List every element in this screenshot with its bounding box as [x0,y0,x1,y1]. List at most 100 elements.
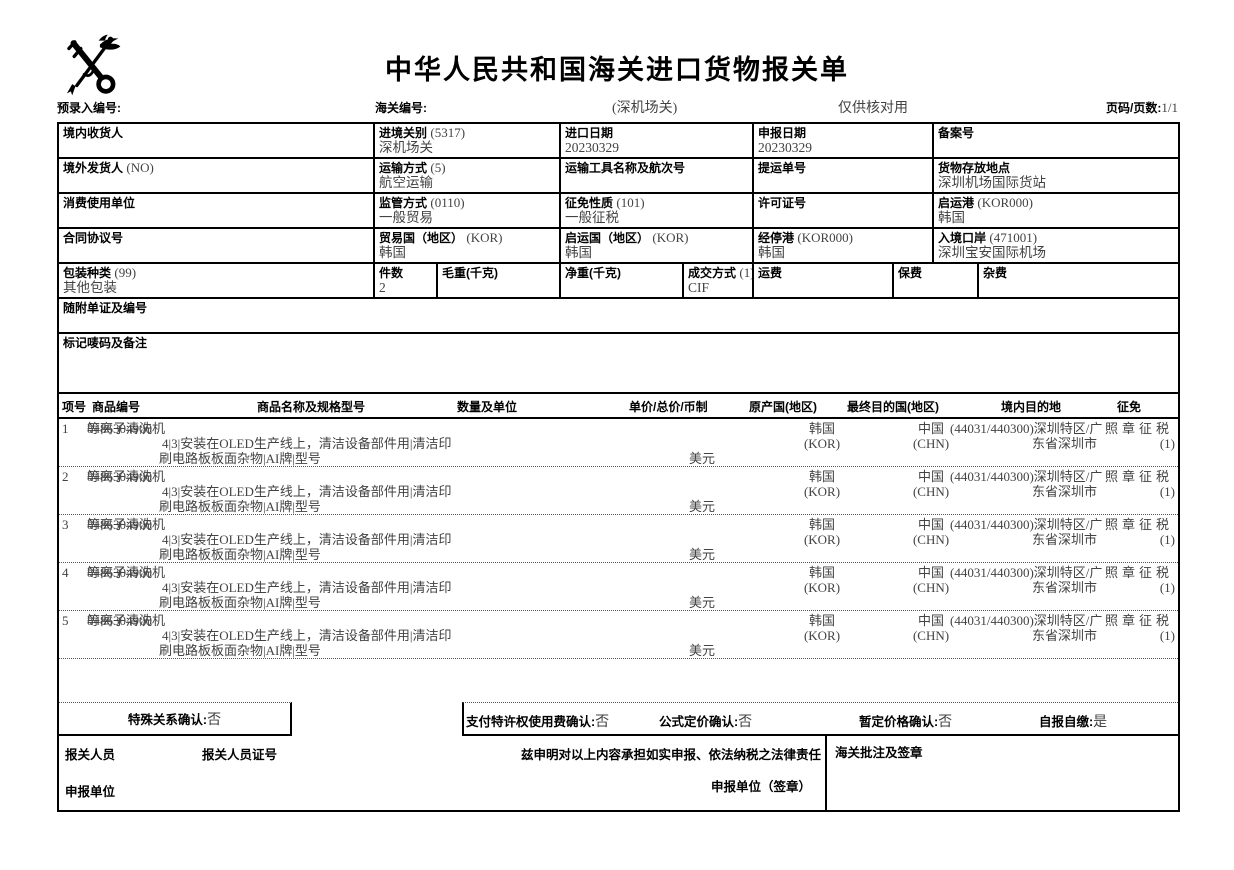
col-item-no: 项号 [62,400,87,414]
item-origin-code: (KOR) [803,532,841,547]
items-table-header: 项号 商品编号 商品名称及规格型号 数量及单位 单价/总价/币制 原产国(地区)… [59,394,1178,419]
item-levy-mode: 照章征税 [1105,469,1174,484]
field-value: 深机场关 [379,140,433,155]
field-code: (KOR000) [977,195,1033,210]
field-label: 启运国（地区） [565,231,650,245]
field-code: (5317) [430,125,466,140]
customs-office-name: (深机场关) [612,101,678,116]
field-label: 入境口岸 [938,231,987,245]
field-consumer-unit: 消费使用单位 [59,194,373,227]
field-label: 进境关别 [379,126,428,140]
field-label: 毛重(千克) [442,266,498,280]
item-origin-code: (KOR) [803,436,841,451]
form-row-4: 合同协议号 贸易国（地区） (KOR) 韩国 启运国（地区） (KOR) 韩国 … [59,229,1178,264]
item-levy-mode: 照章征税 [1105,565,1174,580]
item-dest-code: (CHN) [912,436,950,451]
field-code: (KOR000) [797,230,853,245]
item-currency: 美元 [689,547,716,562]
field-levy-nature: 征免性质 (101) 一般征税 [559,194,752,227]
item-levy-mode: 照章征税 [1105,613,1174,628]
field-label: 监管方式 [379,196,428,210]
item-levy-mode: 照章征税 [1105,421,1174,436]
item-dest-country: 中国 [917,565,944,580]
field-value: 深圳宝安国际机场 [938,245,1046,260]
item-currency: 美元 [689,451,716,466]
field-domestic-consignee: 境内收货人 [59,124,373,157]
field-package-type: 包装种类 (99) 其他包装 [59,264,373,297]
item-no: 2 [62,469,69,484]
item-hs-code: 8486304900 [87,469,152,484]
col-origin-country: 原产国(地区) [749,400,817,414]
col-levy: 征免 [1117,400,1142,414]
item-hs-code: 8486304900 [87,421,152,436]
item-levy-code: (1) [1159,484,1175,499]
field-label: 许可证号 [758,196,807,210]
item-domestic-dest-line1: (44031/440300)深圳特区/广 [950,469,1103,484]
field-bl-no: 提运单号 [752,159,932,192]
item-currency: 美元 [689,643,716,658]
field-label: 经停港 [758,231,795,245]
field-value: CIF [688,280,710,295]
item-spec-line2: 刷电路板板面杂物|AI牌|型号 [159,547,321,562]
field-label: 包装种类 [63,266,112,280]
other-confirms-box: 支付特许权使用费确认:否 公式定价确认:否 暂定价格确认:否 自报自缴:是 [462,702,1178,736]
field-code: (KOR) [466,230,503,245]
field-label: 运输方式 [379,161,428,175]
col-domestic-dest: 境内目的地 [1001,400,1062,414]
item-domestic-dest-line2: 东省深圳市 [1031,436,1097,451]
field-label: 提运单号 [758,161,807,175]
declarant-section: 报关人员 报关人员证号 申报单位 兹申明对以上内容承担如实申报、依法纳税之法律责… [59,736,825,811]
item-no: 3 [62,517,69,532]
item-dest-code: (CHN) [912,532,950,547]
declarant-cert-label: 报关人员证号 [202,748,278,762]
confirm-value: 是 [1093,715,1108,730]
item-currency: 美元 [689,499,716,514]
item-no: 4 [62,565,69,580]
item-spec-line2: 刷电路板板面杂物|AI牌|型号 [159,643,321,658]
items-empty-space [59,659,1178,702]
field-label: 件数 [379,266,404,280]
form-row-3: 消费使用单位 监管方式 (0110) 一般贸易 征免性质 (101) 一般征税 … [59,194,1178,229]
field-attached-docs: 随附单证及编号 [59,299,1178,334]
item-origin-country: 韩国 [808,613,835,628]
item-spec-line2: 刷电路板板面杂物|AI牌|型号 [159,499,321,514]
item-origin-country: 韩国 [808,421,835,436]
field-label: 杂费 [983,266,1008,280]
col-hs-code: 商品编号 [92,400,141,414]
item-hs-code: 8486304900 [87,517,152,532]
confirm-value: 否 [595,715,610,730]
field-code: (0110) [430,195,465,210]
confirm-value: 否 [738,715,753,730]
item-origin-country: 韩国 [808,469,835,484]
item-dest-country: 中国 [917,613,944,628]
item-dest-code: (CHN) [912,628,950,643]
form-row-5: 包装种类 (99) 其他包装 件数 2 毛重(千克) 净重(千克) 成交方式 (… [59,264,1178,299]
item-domestic-dest-line1: (44031/440300)深圳特区/广 [950,421,1103,436]
declaration-form-table: 境内收货人 进境关别 (5317) 深机场关 进口日期 20230329 申报日… [57,122,1180,812]
field-freight: 运费 [752,264,892,297]
field-overseas-consignor: 境外发货人 (NO) [59,159,373,192]
field-label: 启运港 [938,196,975,210]
item-spec-line1: 4|3|安装在OLED生产线上，清洁设备部件用|清洁印 [162,580,452,595]
pre-entry-number-text: 预录入编号: [57,101,121,115]
field-value: 韩国 [758,245,785,260]
item-domestic-dest-line2: 东省深圳市 [1031,532,1097,547]
confirm-value: 否 [938,715,953,730]
field-supervision-mode: 监管方式 (0110) 一般贸易 [373,194,559,227]
field-import-date: 进口日期 20230329 [559,124,752,157]
field-value: 深圳机场国际货站 [938,175,1046,190]
field-value: 一般贸易 [379,210,433,225]
item-dest-country: 中国 [917,469,944,484]
field-label: 备案号 [938,126,975,140]
field-label: 运费 [758,266,783,280]
field-label: 征免性质 [565,196,614,210]
field-value: 20230329 [565,140,619,155]
col-goods-name: 商品名称及规格型号 [257,400,366,414]
confirm-label: 暂定价格确认: [859,715,939,729]
field-departure-country: 启运国（地区） (KOR) 韩国 [559,229,752,262]
field-license-no: 许可证号 [752,194,932,227]
customs-number-text: 海关编号: [375,101,427,115]
item-hs-code: 8486304900 [87,565,152,580]
field-value: 20230329 [758,140,812,155]
confirm-label: 特殊关系确认: [127,712,208,727]
